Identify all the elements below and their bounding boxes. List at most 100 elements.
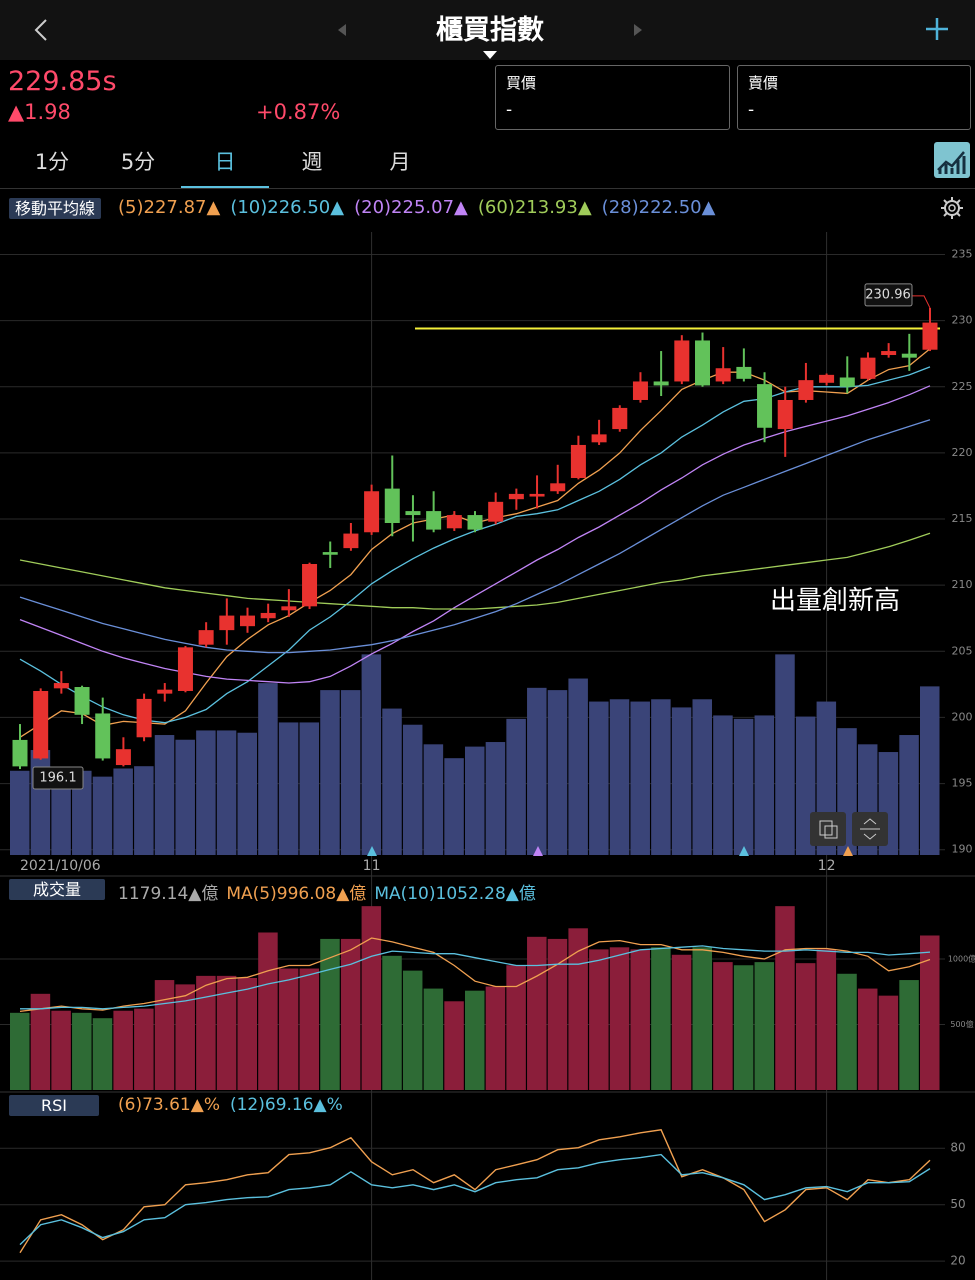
volume-overlay-bar bbox=[692, 699, 712, 855]
volume-bar bbox=[692, 947, 712, 1090]
volume-ma-line bbox=[20, 945, 931, 1010]
candle-body bbox=[695, 340, 710, 386]
volume-overlay-bar bbox=[609, 699, 630, 855]
y-tick-label: 200 bbox=[952, 710, 973, 723]
candle-body bbox=[219, 615, 235, 631]
volume-bar bbox=[837, 973, 857, 1090]
candle-body bbox=[922, 322, 938, 350]
volume-bar bbox=[527, 936, 547, 1090]
legend-entry: (12)69.16▲% bbox=[229, 1095, 343, 1115]
candle-body bbox=[901, 353, 917, 358]
y-tick-label: 80 bbox=[950, 1141, 965, 1155]
legend-entry: MA(10)1052.28▲億 bbox=[374, 884, 536, 904]
candle-body bbox=[488, 501, 504, 522]
volume-bar bbox=[506, 965, 526, 1090]
tool-button[interactable] bbox=[852, 812, 888, 846]
volume-bar bbox=[175, 984, 195, 1090]
volume-bar bbox=[382, 955, 402, 1090]
candle-body bbox=[12, 739, 28, 767]
title-bar: 櫃買指數 bbox=[0, 0, 975, 60]
volume-bar bbox=[651, 947, 671, 1090]
tab[interactable]: 5分 bbox=[120, 150, 156, 174]
ma-label: 移動平均線 bbox=[9, 198, 102, 219]
volume-overlay-bar bbox=[299, 722, 320, 855]
settings-button[interactable] bbox=[940, 196, 964, 220]
volume-bar bbox=[733, 965, 754, 1090]
volume-overlay-bar bbox=[134, 766, 154, 855]
rsi-legend: (6)73.61▲% (12)69.16▲% bbox=[118, 1095, 353, 1115]
flag-box bbox=[32, 766, 84, 790]
candle-body bbox=[405, 511, 421, 516]
candle-body bbox=[715, 368, 731, 382]
tab[interactable]: 日 bbox=[181, 146, 269, 189]
candle-body bbox=[157, 689, 173, 694]
y-tick-label: 20 bbox=[950, 1254, 965, 1268]
volume-bar bbox=[51, 1010, 71, 1090]
divider bbox=[0, 188, 975, 189]
candle-body bbox=[612, 407, 628, 430]
candle-body bbox=[529, 493, 545, 497]
volume-bar bbox=[134, 1008, 154, 1090]
candle-body bbox=[281, 606, 297, 611]
volume-bar bbox=[299, 968, 320, 1090]
prev-arrow[interactable] bbox=[336, 22, 348, 38]
volume-overlay-bar bbox=[630, 701, 650, 855]
volume-legend: 1179.14▲億 MA(5)996.08▲億 MA(10)1052.28▲億 bbox=[118, 879, 544, 904]
legend-entry: (10)226.50▲ bbox=[230, 197, 345, 218]
volume-overlay-bar bbox=[113, 768, 133, 855]
candle-body bbox=[653, 381, 669, 386]
legend-entry: (28)222.50▲ bbox=[601, 197, 716, 218]
legend-entry: (20)225.07▲ bbox=[354, 197, 468, 218]
candle-body bbox=[757, 384, 773, 428]
legend-entry: 1179.14▲億 bbox=[118, 884, 219, 904]
volume-overlay-bar bbox=[651, 699, 671, 855]
candle-body bbox=[74, 687, 90, 715]
volume-overlay-bar bbox=[775, 654, 795, 855]
y-tick-label: 205 bbox=[952, 644, 973, 657]
bid-label: 買價 bbox=[506, 74, 537, 92]
volume-overlay-bar bbox=[72, 770, 92, 855]
y-tick-label: 1000億 bbox=[948, 953, 975, 963]
marker bbox=[739, 846, 749, 856]
tab[interactable]: 月 bbox=[389, 150, 411, 174]
volume-overlay-bar bbox=[671, 707, 692, 855]
volume-bar bbox=[258, 932, 278, 1090]
back-button[interactable] bbox=[30, 16, 54, 44]
candle-body bbox=[136, 698, 152, 738]
ask-value: - bbox=[748, 100, 755, 120]
volume-overlay-bar bbox=[485, 742, 506, 855]
flag-leader bbox=[912, 295, 931, 309]
volume-ma-line bbox=[19, 937, 931, 1013]
dropdown[interactable] bbox=[482, 50, 498, 60]
legend-entry: MA(5)996.08▲億 bbox=[226, 884, 367, 904]
next-arrow[interactable] bbox=[632, 22, 644, 38]
volume-overlay-bar bbox=[568, 678, 588, 855]
volume-bar bbox=[775, 906, 795, 1090]
add-button[interactable] bbox=[924, 16, 950, 42]
tab[interactable]: 1分 bbox=[34, 150, 70, 174]
candle-body bbox=[550, 483, 566, 492]
candle-body bbox=[446, 515, 462, 529]
volume-overlay-bar bbox=[10, 770, 30, 855]
volume-overlay-bar bbox=[423, 744, 444, 855]
chart-type-button[interactable] bbox=[934, 142, 970, 178]
volume-overlay-bar bbox=[506, 718, 526, 855]
page-title: 櫃買指數 bbox=[436, 15, 544, 46]
candle-body bbox=[364, 491, 380, 533]
candle-body bbox=[177, 647, 193, 691]
price: 229.85s bbox=[8, 66, 117, 97]
volume-overlay-bar bbox=[278, 722, 299, 855]
y-tick-label: 230 bbox=[952, 314, 973, 327]
volume-bar bbox=[278, 968, 299, 1090]
tool-button[interactable] bbox=[810, 812, 846, 846]
bid-box: 買價 - bbox=[495, 65, 730, 130]
tab[interactable]: 週 bbox=[301, 150, 323, 174]
candle-body bbox=[384, 488, 400, 523]
candle-body bbox=[426, 511, 442, 530]
volume-overlay-bar bbox=[382, 708, 402, 855]
ask-box: 賣價 - bbox=[737, 65, 971, 130]
change-percent: +0.87% bbox=[256, 100, 341, 124]
candle-body bbox=[33, 690, 49, 759]
legend-entry: (5)227.87▲ bbox=[118, 197, 221, 218]
volume-overlay-bar bbox=[465, 746, 485, 855]
